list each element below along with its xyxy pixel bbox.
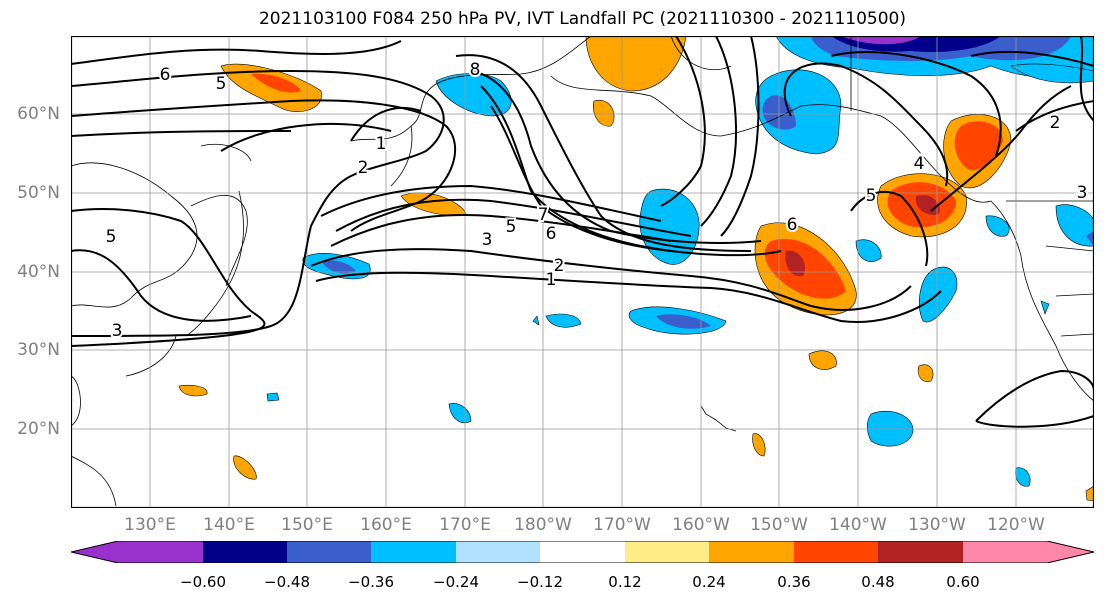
lon-label: 120°W [987, 515, 1045, 535]
contour-label: 3 [482, 230, 493, 250]
contour-label: 3 [112, 321, 123, 341]
map-border [71, 36, 1094, 508]
ivt-shading [178, 36, 1094, 502]
contour-label: 5 [216, 74, 227, 94]
pv-contours [71, 36, 1094, 428]
lon-label: 130°W [908, 515, 966, 535]
colorbar-segment [203, 541, 288, 563]
contour-label: 6 [160, 65, 171, 85]
contour-label: 4 [914, 154, 925, 174]
contour-labels: 6 5 1 2 8 7 6 5 3 2 1 6 5 4 3 2 5 3 [104, 58, 1090, 343]
colorbar-segment [456, 541, 541, 563]
contour-label: 2 [358, 158, 369, 178]
colorbar-segment [794, 541, 879, 563]
lon-label: 130°E [124, 515, 176, 535]
lat-label: 50°N [17, 183, 60, 203]
colorbar-tick-label: −0.48 [264, 573, 310, 591]
lon-label: 170°W [593, 515, 651, 535]
colorbar-svg [71, 541, 1094, 563]
colorbar-tick-label: −0.60 [180, 573, 226, 591]
colorbar-segment [371, 541, 457, 563]
lon-label: 180°W [514, 515, 572, 535]
contour-label: 1 [546, 270, 557, 290]
lon-label: 150°W [750, 515, 808, 535]
colorbar-segment [709, 541, 795, 563]
colorbar-segment [625, 541, 710, 563]
lon-label: 160°W [672, 515, 730, 535]
colorbar [71, 541, 1094, 563]
coastlines [71, 36, 1094, 507]
colorbar-tick-label: 0.12 [608, 573, 642, 591]
contour-label: 5 [106, 227, 117, 247]
contour-label: 1 [376, 134, 387, 154]
lat-label: 30°N [17, 340, 60, 360]
contour-label: 2 [1050, 113, 1061, 133]
contour-label: 8 [470, 60, 481, 80]
contour-label: 5 [506, 217, 517, 237]
colorbar-segment [878, 541, 964, 563]
contour-label: 3 [1077, 183, 1088, 203]
contour-label: 6 [546, 224, 557, 244]
lon-label: 150°E [281, 515, 333, 535]
colorbar-tick-label: 0.36 [777, 573, 811, 591]
colorbar-tick-label: 0.24 [692, 573, 726, 591]
lon-label: 140°W [829, 515, 887, 535]
graticule [71, 36, 1094, 508]
colorbar-tick-label: 0.48 [861, 573, 895, 591]
colorbar-segment [963, 541, 1094, 563]
lat-label: 60°N [17, 104, 60, 124]
colorbar-tick-label: −0.36 [348, 573, 394, 591]
contour-label: 6 [787, 215, 798, 235]
contour-label: 5 [866, 186, 877, 206]
colorbar-tick-label: 0.60 [946, 573, 980, 591]
map-title: 2021103100 F084 250 hPa PV, IVT Landfall… [258, 9, 906, 29]
colorbar-tick-label: −0.12 [517, 573, 563, 591]
lat-label: 20°N [17, 419, 60, 439]
contour-label: 7 [538, 205, 549, 225]
map-panel: 6 5 1 2 8 7 6 5 3 2 1 6 5 4 3 2 5 3 [71, 36, 1094, 508]
map-canvas: 6 5 1 2 8 7 6 5 3 2 1 6 5 4 3 2 5 3 [71, 36, 1094, 508]
colorbar-segment [540, 541, 626, 563]
colorbar-segment [287, 541, 372, 563]
lon-label: 170°E [439, 515, 491, 535]
lon-label: 140°E [203, 515, 255, 535]
colorbar-tick-label: −0.24 [433, 573, 479, 591]
colorbar-segment [71, 541, 203, 563]
contour-label: 2 [554, 256, 565, 276]
lon-label: 160°E [360, 515, 412, 535]
lat-label: 40°N [17, 262, 60, 282]
